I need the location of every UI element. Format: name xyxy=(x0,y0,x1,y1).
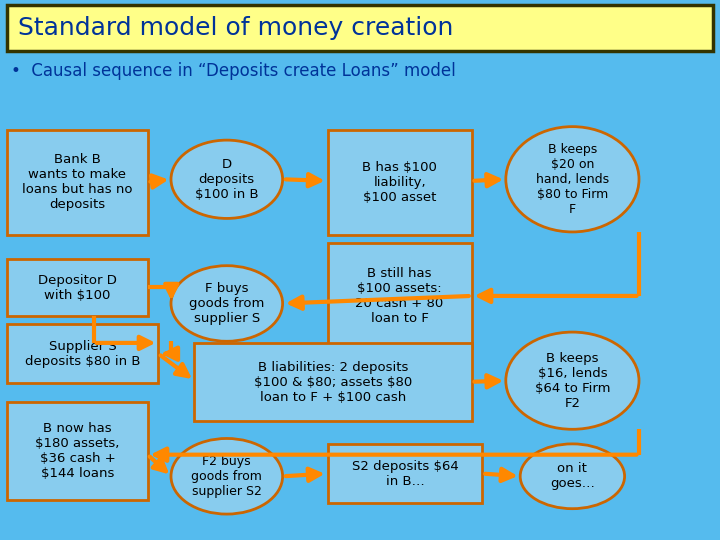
FancyBboxPatch shape xyxy=(7,259,148,316)
FancyBboxPatch shape xyxy=(328,243,472,348)
FancyBboxPatch shape xyxy=(328,444,482,503)
Text: B still has
$100 assets:
20 cash + 80
loan to F: B still has $100 assets: 20 cash + 80 lo… xyxy=(356,267,444,325)
Text: on it
goes…: on it goes… xyxy=(550,462,595,490)
Text: B keeps
$20 on
hand, lends
$80 to Firm
F: B keeps $20 on hand, lends $80 to Firm F xyxy=(536,143,609,216)
Text: Supplier S
deposits $80 in B: Supplier S deposits $80 in B xyxy=(25,340,140,368)
Text: D
deposits
$100 in B: D deposits $100 in B xyxy=(195,158,258,201)
Text: F buys
goods from
supplier S: F buys goods from supplier S xyxy=(189,282,264,325)
Text: •  Causal sequence in “Deposits create Loans” model: • Causal sequence in “Deposits create Lo… xyxy=(11,62,456,80)
FancyBboxPatch shape xyxy=(7,5,713,51)
Ellipse shape xyxy=(505,126,639,232)
Text: B has $100
liability,
$100 asset: B has $100 liability, $100 asset xyxy=(362,161,437,204)
FancyBboxPatch shape xyxy=(7,402,148,500)
FancyBboxPatch shape xyxy=(7,324,158,383)
Text: Standard model of money creation: Standard model of money creation xyxy=(18,16,454,40)
Text: S2 deposits $64
in B…: S2 deposits $64 in B… xyxy=(351,460,459,488)
FancyBboxPatch shape xyxy=(7,130,148,235)
Ellipse shape xyxy=(171,140,283,218)
Ellipse shape xyxy=(171,266,283,341)
FancyBboxPatch shape xyxy=(194,343,472,421)
Ellipse shape xyxy=(505,332,639,429)
Text: B now has
$180 assets,
$36 cash +
$144 loans: B now has $180 assets, $36 cash + $144 l… xyxy=(35,422,120,480)
FancyBboxPatch shape xyxy=(328,130,472,235)
Ellipse shape xyxy=(171,438,283,514)
Text: B liabilities: 2 deposits
$100 & $80; assets $80
loan to F + $100 cash: B liabilities: 2 deposits $100 & $80; as… xyxy=(254,361,412,403)
Text: B keeps
$16, lends
$64 to Firm
F2: B keeps $16, lends $64 to Firm F2 xyxy=(535,352,610,410)
Text: F2 buys
goods from
supplier S2: F2 buys goods from supplier S2 xyxy=(192,455,262,498)
Text: Bank B
wants to make
loans but has no
deposits: Bank B wants to make loans but has no de… xyxy=(22,153,132,211)
Text: Depositor D
with $100: Depositor D with $100 xyxy=(38,274,117,301)
Ellipse shape xyxy=(520,444,625,509)
